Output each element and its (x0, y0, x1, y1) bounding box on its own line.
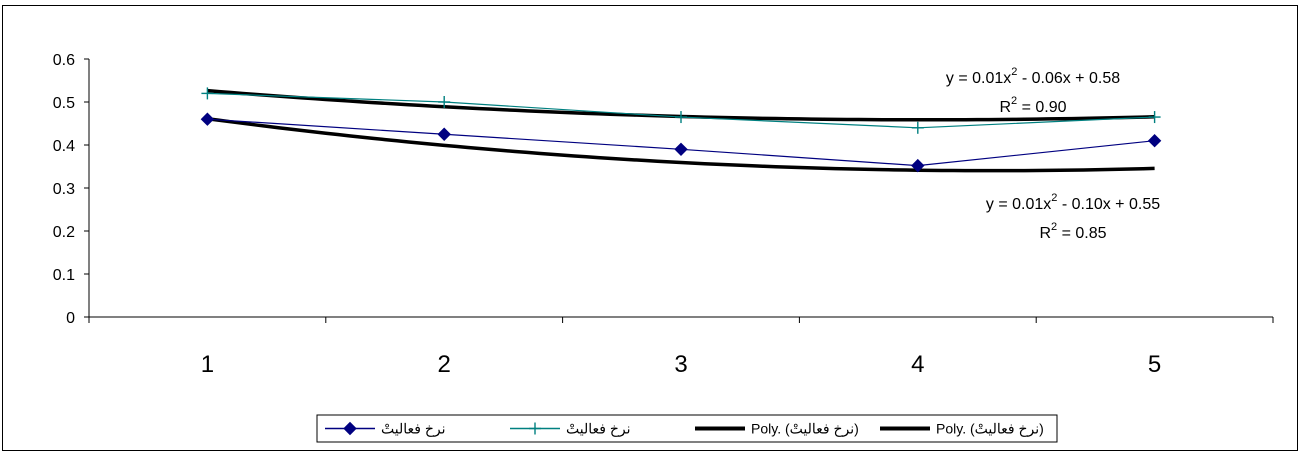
y-tick-label: 0.6 (53, 52, 75, 69)
legend-label: Poly. (نرخ فعاليتْ) (936, 421, 1044, 438)
x-tick-label: 2 (438, 351, 451, 378)
series-1-point (200, 112, 215, 126)
legend-box (316, 414, 1058, 443)
series (200, 87, 1162, 173)
series-1-point (1147, 133, 1162, 148)
axes: 0 0.1 0.2 0.3 0.4 0.5 0.6 1 2 3 4 5 (53, 52, 1274, 378)
r-squared-1-suffix: = 0.90 (1017, 99, 1066, 116)
legend-entry-1: نرخ فعاليتْ (325, 421, 446, 438)
y-tick-label: 0.2 (53, 224, 75, 241)
y-tick-label: 0.4 (53, 138, 75, 155)
legend-entry-3: Poly. (نرخ فعاليتْ) (695, 421, 859, 438)
chart-frame: 0 0.1 0.2 0.3 0.4 0.5 0.6 1 2 3 4 5 y = 0.01x2 - 0.… (2, 5, 1298, 451)
legend-entry-4: Poly. (نرخ فعاليتْ) (880, 421, 1044, 438)
trend-equation-2-exponent: 2 (1051, 192, 1057, 204)
trendline-1 (207, 116, 1155, 173)
series-1-point (437, 127, 451, 141)
r-squared-2: R2 = 0.85 (1039, 221, 1106, 242)
x-tick-label: 5 (1148, 351, 1161, 378)
y-tick-label: 0.3 (53, 181, 75, 198)
trend-equation-2-prefix: y = 0.01x (986, 196, 1051, 213)
r-squared-2-exponent: 2 (1051, 221, 1057, 233)
series-2-point (911, 121, 924, 134)
line-chart: 00.10.20.30.40.50.61 2 3 4 5 y = 0.01x2 - 0.… (53, 52, 1274, 443)
legend-marker (343, 421, 357, 436)
r-squared-2-prefix: R (1039, 225, 1051, 242)
r-squared-1-exponent: 2 (1011, 95, 1017, 107)
x-tick-label: 4 (911, 351, 924, 378)
y-tick-label: 0.1 (53, 267, 75, 284)
legend-entry-2: نرخ فعاليتْ (510, 421, 631, 438)
legend-label: Poly. (نرخ فعاليتْ) (751, 421, 859, 438)
x-tick-label: 1 (201, 351, 214, 378)
legend-label: نرخ فعاليتْ (566, 421, 631, 438)
series-2-point (675, 111, 687, 124)
trend-equation-1-prefix: y = 0.01x (946, 70, 1011, 87)
series-2-point (201, 87, 214, 100)
r-squared-1-prefix: R (999, 99, 1011, 116)
y-tick-label: 0 (66, 310, 75, 327)
r-squared-2-suffix: = 0.85 (1057, 225, 1106, 242)
trend-equation-1: y = 0.01x2 - 0.06x + 0.58 (946, 66, 1120, 87)
series-2-point (1148, 111, 1161, 124)
legend: نرخ فعاليتْ نرخ فعاليتْ Poly. (نرخ فعاليتْ… (316, 414, 1058, 443)
series-2-point (438, 96, 451, 108)
trend-equation-1-exponent: 2 (1011, 66, 1017, 78)
x-tick-label: 3 (674, 351, 687, 378)
series-1-point (674, 142, 688, 157)
trend-equation-2-suffix: - 0.10x + 0.55 (1057, 196, 1160, 213)
y-tick-label: 0.5 (53, 95, 75, 112)
series-1-point (911, 158, 925, 173)
trend-equation-2: y = 0.01x2 - 0.10x + 0.55 (986, 192, 1160, 213)
legend-label: نرخ فعاليتْ (381, 421, 446, 438)
r-squared-1: R2 = 0.90 (999, 95, 1066, 116)
series-1-line (207, 118, 1155, 167)
trend-equation-1-suffix: - 0.06x + 0.58 (1017, 70, 1120, 87)
